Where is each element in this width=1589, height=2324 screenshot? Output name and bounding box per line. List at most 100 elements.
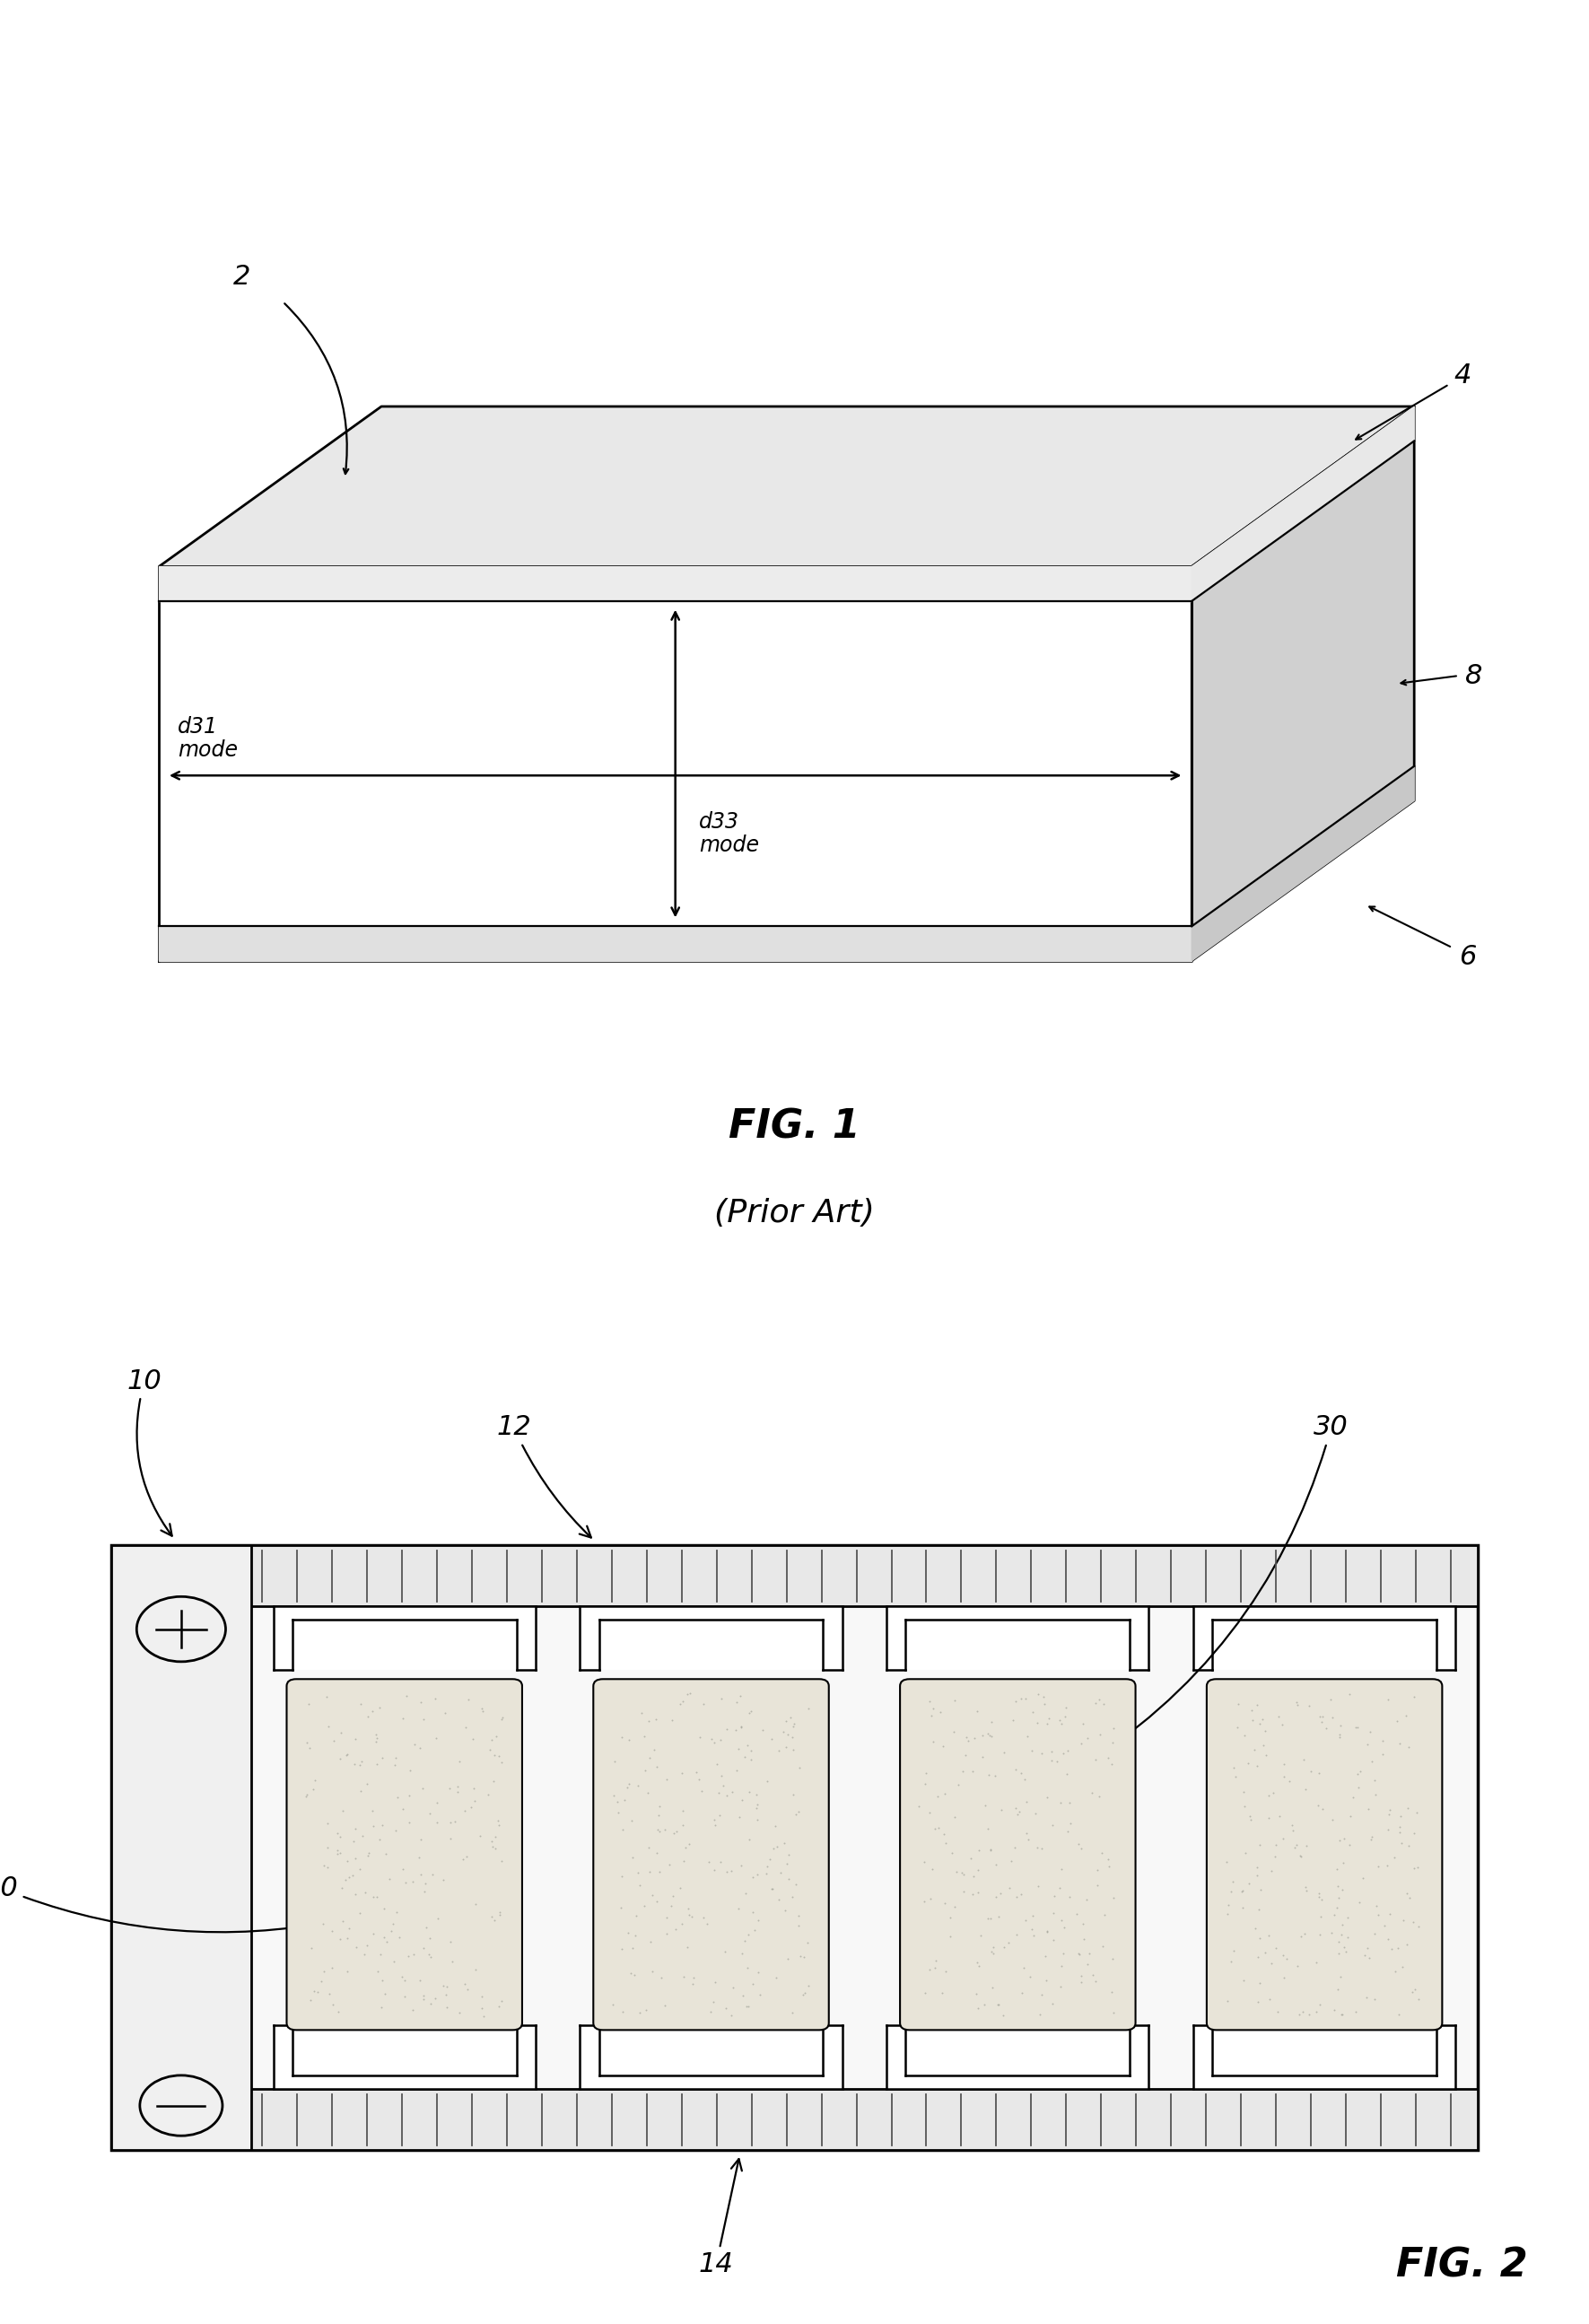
Point: [311, 1952, 337, 1989]
Point: [456, 1680, 481, 1717]
Point: [1034, 1778, 1060, 1815]
Point: [1287, 1996, 1313, 2034]
Point: [1049, 1706, 1074, 1743]
Point: [1015, 1820, 1041, 1857]
Point: [1397, 1827, 1422, 1864]
Point: [737, 1694, 763, 1731]
Point: [999, 1701, 1025, 1738]
Point: [470, 1996, 496, 2034]
Polygon shape: [159, 567, 1192, 960]
Point: [1074, 1720, 1100, 1757]
Point: [931, 1727, 957, 1764]
Point: [707, 1843, 733, 1880]
Point: [1244, 1857, 1270, 1894]
Point: [1306, 1699, 1332, 1736]
Point: [1343, 1708, 1368, 1745]
Point: [486, 1806, 512, 1843]
Point: [332, 1862, 358, 1899]
Point: [972, 1987, 998, 2024]
Point: [326, 1994, 351, 2031]
Point: [1219, 1943, 1244, 1980]
Point: [434, 1989, 459, 2027]
Point: [445, 1773, 470, 1810]
Point: [310, 1906, 335, 1943]
Point: [343, 1929, 369, 1966]
Point: [1289, 1917, 1314, 1954]
Point: [1327, 1880, 1352, 1917]
Point: [671, 1957, 696, 1994]
Point: [1069, 1957, 1095, 1994]
Point: [979, 1703, 1004, 1741]
Point: [412, 1929, 437, 1966]
Point: [931, 1815, 957, 1852]
Point: [1238, 1796, 1263, 1834]
Point: [1049, 1948, 1074, 1985]
Point: [942, 1799, 968, 1836]
Point: [1355, 1727, 1381, 1764]
Point: [1031, 1685, 1057, 1722]
Point: [691, 1899, 717, 1936]
Point: [1025, 1676, 1050, 1713]
Point: [604, 1783, 629, 1820]
Point: [933, 1885, 958, 1922]
Point: [1389, 1824, 1414, 1862]
Point: [1332, 1820, 1357, 1857]
Point: [941, 1713, 966, 1750]
Point: [380, 1906, 405, 1943]
Point: [481, 1736, 507, 1773]
Point: [489, 1701, 515, 1738]
Point: [691, 1685, 717, 1722]
Point: [718, 1852, 744, 1889]
Point: [648, 1959, 674, 1996]
Point: [621, 1957, 647, 1994]
Point: [321, 1722, 346, 1759]
Point: [402, 1727, 427, 1764]
Point: [383, 1738, 408, 1776]
Point: [343, 1720, 369, 1757]
FancyBboxPatch shape: [593, 1678, 829, 2031]
Point: [361, 1878, 386, 1915]
Point: [966, 1989, 992, 2027]
Point: [917, 1952, 942, 1989]
Point: [725, 1752, 750, 1789]
Point: [917, 1794, 942, 1831]
Point: [601, 1778, 626, 1815]
Point: [1290, 1994, 1316, 2031]
Point: [1055, 1731, 1081, 1769]
Point: [984, 1878, 1009, 1915]
Point: [1031, 1678, 1057, 1715]
Point: [300, 1771, 326, 1808]
Point: [1100, 1724, 1125, 1762]
Point: [311, 1848, 337, 1885]
Point: [340, 1822, 365, 1859]
Point: [601, 1987, 626, 2024]
Point: [1344, 1755, 1370, 1792]
Point: [969, 1738, 995, 1776]
Point: [418, 1794, 443, 1831]
Point: [1057, 1785, 1082, 1822]
Point: [329, 1715, 354, 1752]
Point: [1324, 1850, 1349, 1887]
Point: [922, 1810, 947, 1848]
Point: [315, 1850, 340, 1887]
Text: 12: 12: [496, 1415, 591, 1538]
Point: [1297, 1996, 1322, 2034]
Point: [1012, 1759, 1038, 1796]
Point: [634, 1992, 659, 2029]
Bar: [887, 1606, 1149, 1669]
Point: [1084, 1866, 1109, 1903]
Point: [694, 1906, 720, 1943]
Point: [783, 1866, 809, 1903]
Point: [1012, 1950, 1038, 1987]
Point: [419, 1857, 445, 1894]
Point: [796, 1690, 822, 1727]
Point: [489, 1843, 515, 1880]
Point: [469, 1978, 494, 2015]
Point: [671, 1806, 696, 1843]
Point: [620, 1929, 645, 1966]
Point: [1065, 1894, 1090, 1931]
Point: [1266, 1699, 1292, 1736]
Point: [296, 1685, 321, 1722]
Point: [718, 1996, 744, 2034]
Point: [1270, 1936, 1295, 1973]
